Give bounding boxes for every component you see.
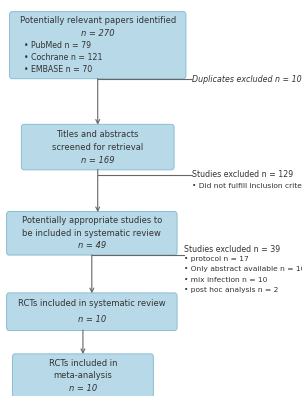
Text: be included in systematic review: be included in systematic review — [22, 229, 161, 238]
Text: screened for retrieval: screened for retrieval — [52, 142, 143, 152]
Text: Duplicates excluded n = 101: Duplicates excluded n = 101 — [192, 75, 302, 84]
Text: • PubMed n = 79: • PubMed n = 79 — [24, 41, 91, 50]
Text: n = 169: n = 169 — [81, 156, 114, 165]
Text: Studies excluded n = 129: Studies excluded n = 129 — [192, 170, 294, 180]
Text: • Only abstract available n = 10: • Only abstract available n = 10 — [184, 266, 302, 272]
FancyBboxPatch shape — [10, 12, 186, 79]
Text: n = 270: n = 270 — [81, 28, 114, 38]
FancyBboxPatch shape — [7, 293, 177, 330]
Text: meta-analysis: meta-analysis — [53, 371, 112, 380]
Text: • mix infection n = 10: • mix infection n = 10 — [184, 276, 267, 282]
Text: • EMBASE n = 70: • EMBASE n = 70 — [24, 65, 92, 74]
Text: RCTs included in: RCTs included in — [49, 359, 117, 368]
Text: n = 10: n = 10 — [69, 384, 97, 392]
FancyBboxPatch shape — [12, 354, 153, 397]
Text: Titles and abstracts: Titles and abstracts — [56, 130, 139, 138]
Text: • Did not fulfill inclusion criteria n = 129: • Did not fulfill inclusion criteria n =… — [192, 183, 302, 189]
Text: • protocol n = 17: • protocol n = 17 — [184, 256, 248, 262]
FancyBboxPatch shape — [21, 124, 174, 170]
Text: Potentially relevant papers identified: Potentially relevant papers identified — [20, 16, 176, 25]
Text: RCTs included in systematic review: RCTs included in systematic review — [18, 299, 165, 308]
Text: Potentially appropriate studies to: Potentially appropriate studies to — [22, 216, 162, 226]
Text: • post hoc analysis n = 2: • post hoc analysis n = 2 — [184, 287, 278, 293]
Text: n = 49: n = 49 — [78, 241, 106, 250]
Text: n = 10: n = 10 — [78, 315, 106, 324]
Text: Studies excluded n = 39: Studies excluded n = 39 — [184, 244, 280, 254]
Text: • Cochrane n = 121: • Cochrane n = 121 — [24, 53, 102, 62]
FancyBboxPatch shape — [7, 212, 177, 255]
